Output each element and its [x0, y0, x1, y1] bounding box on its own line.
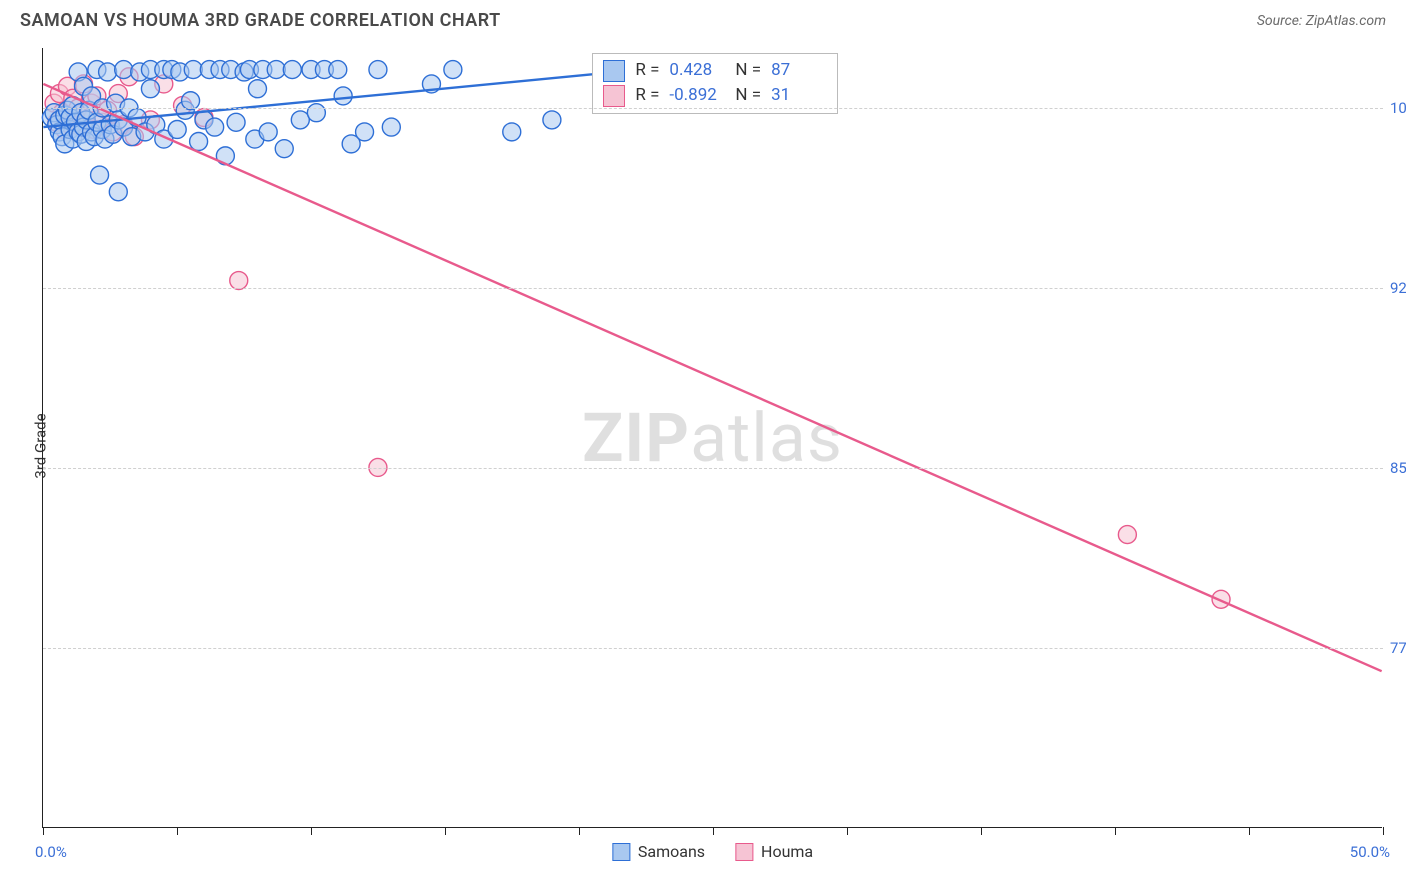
x-tick: [311, 827, 312, 835]
gridline: [43, 108, 1383, 109]
data-point: [259, 123, 277, 141]
data-point: [307, 104, 325, 122]
stat-r-value: -0.892: [669, 83, 725, 109]
data-point: [99, 63, 117, 81]
data-point: [190, 132, 208, 150]
legend-item-a: Samoans: [612, 842, 705, 861]
x-tick: [713, 827, 714, 835]
data-point: [291, 111, 309, 129]
stat-n-value: 87: [771, 58, 827, 84]
data-point: [248, 80, 266, 98]
data-point: [275, 140, 293, 158]
chart-source: Source: ZipAtlas.com: [1257, 13, 1386, 29]
data-point: [227, 113, 245, 131]
y-tick-label: 85.0%: [1390, 459, 1406, 477]
stats-box: R = 0.428 N = 87 R = -0.892 N = 31: [592, 53, 838, 114]
data-point: [168, 121, 186, 139]
x-tick: [1115, 827, 1116, 835]
x-tick: [579, 827, 580, 835]
x-tick: [981, 827, 982, 835]
legend-label-b: Houma: [761, 842, 813, 861]
stat-r-value: 0.428: [669, 58, 725, 84]
data-point: [206, 118, 224, 136]
data-point: [382, 118, 400, 136]
stats-swatch: [603, 60, 625, 82]
data-point: [184, 61, 202, 79]
stat-n-value: 31: [771, 83, 827, 109]
data-point: [369, 61, 387, 79]
gridline: [43, 648, 1383, 649]
x-tick: [177, 827, 178, 835]
data-point: [444, 61, 462, 79]
legend-swatch-b: [735, 843, 753, 861]
x-max-label: 50.0%: [1350, 843, 1390, 861]
trend-line: [43, 84, 1381, 671]
data-point: [267, 61, 285, 79]
stat-r-label: R =: [635, 58, 659, 84]
data-point: [230, 272, 248, 290]
data-point: [356, 123, 374, 141]
chart-header: SAMOAN VS HOUMA 3RD GRADE CORRELATION CH…: [0, 0, 1406, 37]
chart-title: SAMOAN VS HOUMA 3RD GRADE CORRELATION CH…: [20, 10, 501, 31]
legend-swatch-a: [612, 843, 630, 861]
data-point: [115, 61, 133, 79]
x-tick: [43, 827, 44, 835]
data-point: [1212, 590, 1230, 608]
y-tick-label: 100.0%: [1390, 99, 1406, 117]
plot-area: ZIPatlas R = 0.428 N = 87 R = -0.892 N =…: [42, 48, 1382, 828]
data-point: [543, 111, 561, 129]
x-tick: [847, 827, 848, 835]
data-point: [334, 87, 352, 105]
data-point: [503, 123, 521, 141]
y-tick-label: 77.5%: [1390, 639, 1406, 657]
x-tick: [1249, 827, 1250, 835]
data-point: [1118, 526, 1136, 544]
scatter-svg: [43, 48, 1382, 827]
gridline: [43, 288, 1383, 289]
series-legend: Samoans Houma: [612, 842, 813, 861]
data-point: [109, 183, 127, 201]
stats-swatch: [603, 85, 625, 107]
stat-r-label: R =: [635, 83, 659, 109]
stats-row: R = -0.892 N = 31: [603, 83, 827, 109]
legend-item-b: Houma: [735, 842, 813, 861]
stats-row: R = 0.428 N = 87: [603, 58, 827, 84]
y-tick-label: 92.5%: [1390, 279, 1406, 297]
gridline: [43, 468, 1383, 469]
chart-container: SAMOAN VS HOUMA 3RD GRADE CORRELATION CH…: [0, 0, 1406, 892]
x-tick: [1383, 827, 1384, 835]
data-point: [91, 166, 109, 184]
stat-n-label: N =: [735, 83, 761, 109]
x-min-label: 0.0%: [35, 843, 67, 861]
data-point: [141, 80, 159, 98]
legend-label-a: Samoans: [638, 842, 705, 861]
x-tick: [445, 827, 446, 835]
stat-n-label: N =: [735, 58, 761, 84]
data-point: [283, 61, 301, 79]
data-point: [329, 61, 347, 79]
